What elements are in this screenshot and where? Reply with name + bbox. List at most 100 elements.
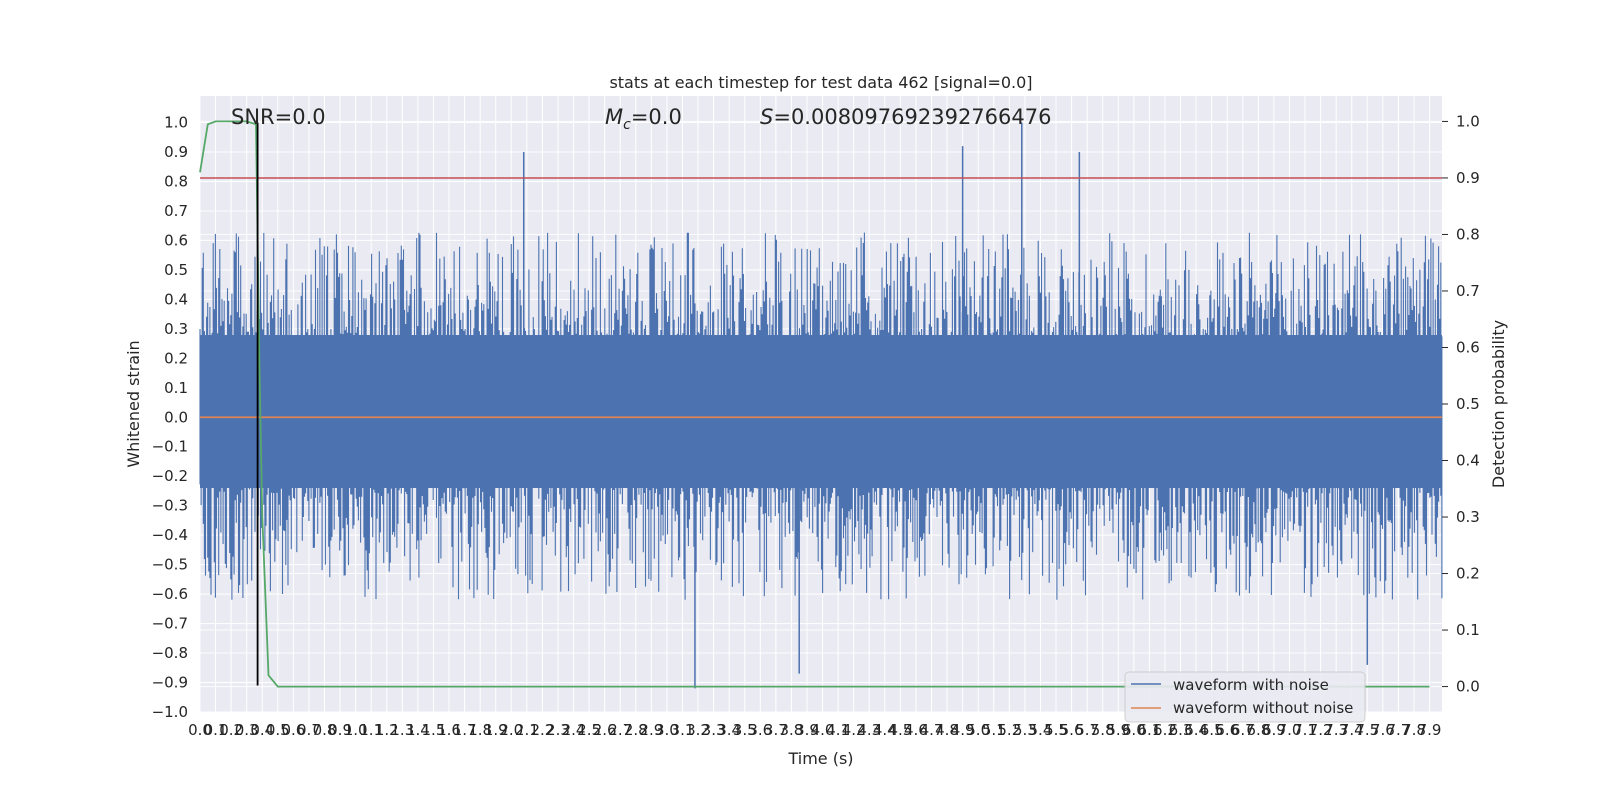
- x-tick-label: 2.4: [562, 721, 586, 739]
- x-tick-label: 5.7: [1075, 721, 1099, 739]
- legend: waveform with noise waveform without noi…: [1124, 671, 1366, 723]
- x-tick-label: 1.1: [359, 721, 383, 739]
- y-axis-title: Whitened strain: [124, 340, 143, 467]
- y-tick-label: 0.4: [164, 290, 188, 308]
- x-tick-label: 4.4: [873, 721, 897, 739]
- x-tick-label: 4.7: [920, 721, 944, 739]
- x-tick-label: 6.8: [1246, 721, 1270, 739]
- x-tick-label: 2.2: [530, 721, 554, 739]
- x-tick-label: 7.2: [1309, 721, 1333, 739]
- x-tick-label: 2.9: [639, 721, 663, 739]
- y-tick-label: −0.5: [152, 556, 188, 574]
- y2-tick-label: 0.0: [1456, 678, 1480, 696]
- x-tick-label: 6.7: [1231, 721, 1255, 739]
- y2-tick-label: 0.4: [1456, 452, 1480, 470]
- x-tick-label: 2.3: [546, 721, 570, 739]
- x-tick-label: 2.1: [515, 721, 539, 739]
- y-tick-label: 0.0: [164, 408, 188, 426]
- x-tick-label: 5.9: [1106, 721, 1130, 739]
- x-tick-label: 3.6: [748, 721, 772, 739]
- s-symbol: S: [760, 105, 773, 129]
- x-tick-label: 3.2: [686, 721, 710, 739]
- y-tick-label: −1.0: [152, 703, 188, 721]
- overlay-lines: [199, 120, 1442, 688]
- x-tick-label: 6.6: [1215, 721, 1239, 739]
- x-tick-label: 3.7: [764, 721, 788, 739]
- x-tick-label: 7.0: [1278, 721, 1302, 739]
- y2-tick-label: 0.3: [1456, 508, 1480, 526]
- x-tick-label: 3.8: [779, 721, 803, 739]
- x-tick-label: 0.6: [281, 721, 305, 739]
- x-tick-label: 7.4: [1340, 721, 1364, 739]
- x-tick-label: 4.6: [904, 721, 928, 739]
- y-tick-label: 0.3: [164, 320, 188, 338]
- x-tick-label: 3.0: [655, 721, 679, 739]
- x-tick-label: 5.5: [1044, 721, 1068, 739]
- y-tick-label: 0.8: [164, 172, 188, 190]
- chart-title: stats at each timestep for test data 462…: [609, 73, 1032, 92]
- x-tick-label: 3.4: [717, 721, 741, 739]
- x-tick-label: 1.2: [375, 721, 399, 739]
- y-tick-label: −0.2: [152, 467, 188, 485]
- x-tick-label: 7.3: [1324, 721, 1348, 739]
- legend-label-clean: waveform without noise: [1173, 699, 1353, 717]
- y-tick-label: 0.6: [164, 231, 188, 249]
- legend-box: [1124, 671, 1366, 723]
- y2-tick-label: 0.2: [1456, 565, 1480, 583]
- x-tick-label: 6.4: [1184, 721, 1208, 739]
- y-tick-labels: 1.0 0.9 0.8 0.7 0.6 0.5 0.4 0.3 0.2 0.1 0.0 −0.1 −0.…: [152, 114, 188, 721]
- x-tick-label: 0.3: [235, 721, 259, 739]
- y-tick-label: −0.7: [152, 615, 188, 633]
- x-tick-label: 6.9: [1262, 721, 1286, 739]
- x-tick-label: 5.2: [997, 721, 1021, 739]
- legend-label-noise: waveform with noise: [1173, 676, 1329, 694]
- y-tick-label: 0.7: [164, 202, 188, 220]
- y-tick-label: 0.5: [164, 261, 188, 279]
- x-tick-label: 3.1: [671, 721, 695, 739]
- x-tick-label: 0.1: [204, 721, 228, 739]
- y-tick-label: 0.2: [164, 349, 188, 367]
- detection-probability-line: [199, 120, 1430, 688]
- x-tick-label: 0.8: [313, 721, 337, 739]
- x-tick-label: 3.3: [702, 721, 726, 739]
- noise-trace: [199, 232, 1443, 600]
- y2-tick-label: 0.7: [1456, 282, 1480, 300]
- chirp-mass-annotation: Mc=0.0: [605, 105, 682, 133]
- x-tick-label: 1.0: [344, 721, 368, 739]
- y2-tick-labels: 1.0 0.9 0.8 0.7 0.6 0.5 0.4 0.3 0.2 0.1 0.0: [1442, 112, 1480, 696]
- x-tick-label: 4.9: [951, 721, 975, 739]
- x-tick-label: 6.2: [1153, 721, 1177, 739]
- y2-tick-label: 0.6: [1456, 338, 1480, 356]
- y-tick-label: −0.8: [152, 644, 188, 662]
- y-tick-label: −0.3: [152, 497, 188, 515]
- x-tick-label: 6.3: [1169, 721, 1193, 739]
- x-tick-label: 1.8: [468, 721, 492, 739]
- x-tick-label: 4.0: [811, 721, 835, 739]
- x-tick-label: 4.5: [888, 721, 912, 739]
- x-tick-label: 0.9: [328, 721, 352, 739]
- s-annotation: S=0.008097692392766476: [760, 105, 1051, 129]
- x-tick-label: 6.0: [1122, 721, 1146, 739]
- x-tick-label: 4.2: [842, 721, 866, 739]
- y-tick-label: −0.9: [152, 674, 188, 692]
- x-tick-label: 7.6: [1371, 721, 1395, 739]
- y2-tick-label: 0.8: [1456, 225, 1480, 243]
- y-tick-label: 0.9: [164, 143, 188, 161]
- x-tick-label: 5.8: [1091, 721, 1115, 739]
- x-tick-label: 6.1: [1137, 721, 1161, 739]
- x-tick-label: 5.1: [982, 721, 1006, 739]
- x-tick-label: 0.7: [297, 721, 321, 739]
- chirp-mass-symbol: M: [605, 105, 623, 129]
- x-tick-label: 4.3: [857, 721, 881, 739]
- x-tick-label: 3.9: [795, 721, 819, 739]
- y-tick-label: 0.1: [164, 379, 188, 397]
- x-tick-label: 7.9: [1418, 721, 1442, 739]
- x-tick-label: 5.0: [966, 721, 990, 739]
- x-tick-label: 1.7: [453, 721, 477, 739]
- y-tick-label: 1.0: [164, 114, 188, 132]
- y2-tick-label: 0.5: [1456, 395, 1480, 413]
- x-tick-label: 1.9: [484, 721, 508, 739]
- x-tick-label: 2.7: [608, 721, 632, 739]
